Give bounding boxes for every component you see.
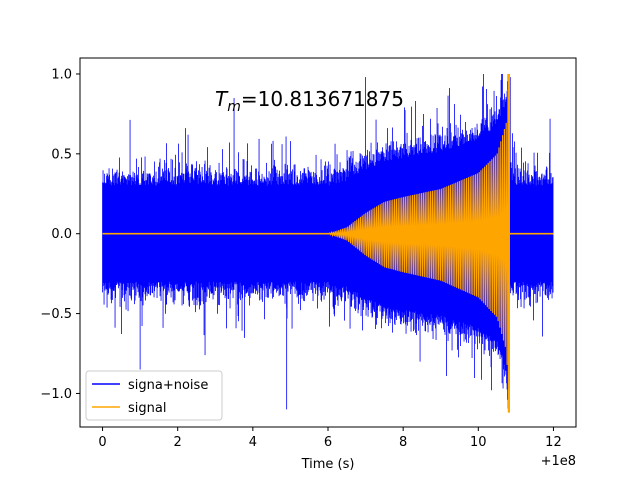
- annotation-symbol: T: [215, 87, 229, 111]
- legend: signa+noise signal: [85, 370, 223, 421]
- y-axis: −1.0 −0.5 0.0 0.5 1.0: [40, 67, 80, 402]
- x-tick-label: 4: [249, 435, 257, 450]
- x-tick-label: 8: [399, 435, 407, 450]
- signal-chirp: [327, 89, 509, 365]
- y-tick-label: 0.5: [51, 147, 72, 162]
- x-tick-label: 6: [324, 435, 332, 450]
- x-tick-label: 10: [470, 435, 487, 450]
- plot-area: [102, 73, 554, 413]
- y-tick-label: −1.0: [40, 387, 72, 402]
- x-axis: 0 2 4 6 8 10 12: [98, 427, 562, 450]
- x-offset-label: +1e8: [541, 454, 576, 469]
- x-axis-label: Time (s): [301, 457, 355, 472]
- y-tick-label: 0.0: [51, 227, 72, 242]
- legend-label-signal-plus-noise: signa+noise: [128, 378, 208, 393]
- y-tick-label: 1.0: [51, 67, 72, 82]
- x-tick-label: 12: [545, 435, 562, 450]
- series-signal: [102, 73, 554, 413]
- annotation-value: =10.813671875: [241, 87, 404, 111]
- x-tick-label: 2: [174, 435, 182, 450]
- legend-label-signal: signal: [128, 401, 166, 416]
- y-tick-label: −0.5: [40, 307, 72, 322]
- annotation-subscript: m: [227, 99, 241, 115]
- chart-annotation: Tm=10.813671875: [215, 87, 404, 115]
- x-tick-label: 0: [98, 435, 106, 450]
